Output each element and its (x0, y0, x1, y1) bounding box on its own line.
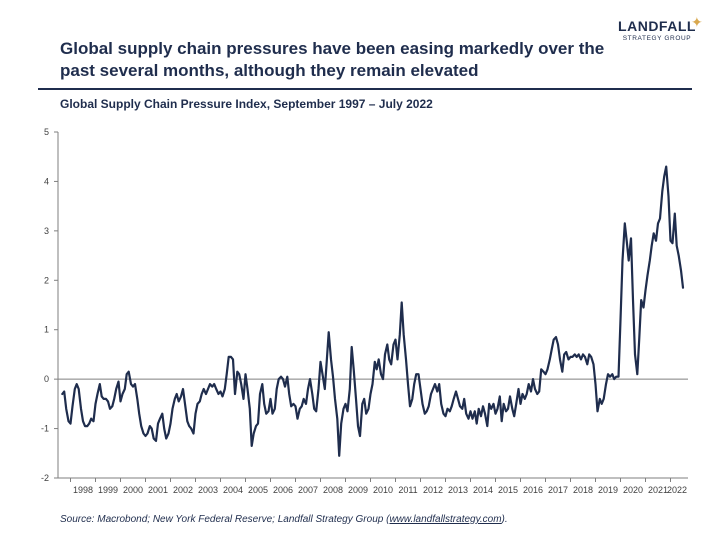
x-tick-label: 2006 (273, 485, 293, 495)
y-tick-label: 1 (44, 325, 49, 335)
x-tick-label: 2007 (298, 485, 318, 495)
x-tick-label: 2008 (323, 485, 343, 495)
header-divider (38, 88, 692, 90)
x-tick-label: 2021 (648, 485, 668, 495)
x-tick-label: 2019 (598, 485, 618, 495)
x-tick-label: 2013 (448, 485, 468, 495)
source-suffix: ). (501, 514, 508, 525)
x-tick-label: 2022 (667, 485, 687, 495)
x-tick-label: 2001 (148, 485, 168, 495)
brand-logo: LANDFALL STRATEGY GROUP ✦ (612, 14, 703, 42)
y-tick-label: -1 (41, 424, 49, 434)
x-tick-label: 2005 (248, 485, 268, 495)
x-tick-label: 2016 (523, 485, 543, 495)
x-tick-label: 2014 (473, 485, 493, 495)
source-prefix: Source: Macrobond; New York Federal Rese… (60, 514, 390, 525)
x-tick-label: 1998 (73, 485, 93, 495)
x-tick-label: 2009 (348, 485, 368, 495)
y-tick-label: 5 (44, 127, 49, 137)
headline: Global supply chain pressures have been … (60, 39, 605, 80)
y-tick-label: -2 (41, 473, 49, 483)
x-tick-label: 2020 (623, 485, 643, 495)
source-note: Source: Macrobond; New York Federal Rese… (60, 514, 508, 525)
star-icon: ✦ (691, 14, 703, 30)
x-tick-label: 2003 (198, 485, 218, 495)
source-link[interactable]: www.landfallstrategy.com (389, 514, 502, 525)
y-tick-label: 3 (44, 226, 49, 236)
x-tick-label: 2011 (398, 485, 417, 495)
x-tick-label: 2012 (423, 485, 443, 495)
x-tick-label: 2015 (498, 485, 518, 495)
x-tick-label: 2004 (223, 485, 243, 495)
brand-name: LANDFALL (618, 18, 696, 34)
brand-tagline: STRATEGY GROUP (622, 35, 692, 42)
chart-title: Global Supply Chain Pressure Index, Sept… (60, 97, 433, 111)
x-tick-label: 1999 (98, 485, 118, 495)
series-line-gscpi (61, 165, 685, 457)
x-tick-label: 2018 (573, 485, 593, 495)
y-tick-label: 0 (44, 374, 49, 384)
x-tick-label: 2002 (173, 485, 193, 495)
x-tick-label: 2017 (548, 485, 568, 495)
y-tick-label: 2 (44, 275, 49, 285)
x-tick-label: 2010 (373, 485, 393, 495)
y-tick-label: 4 (44, 176, 49, 186)
x-tick-label: 2000 (123, 485, 143, 495)
